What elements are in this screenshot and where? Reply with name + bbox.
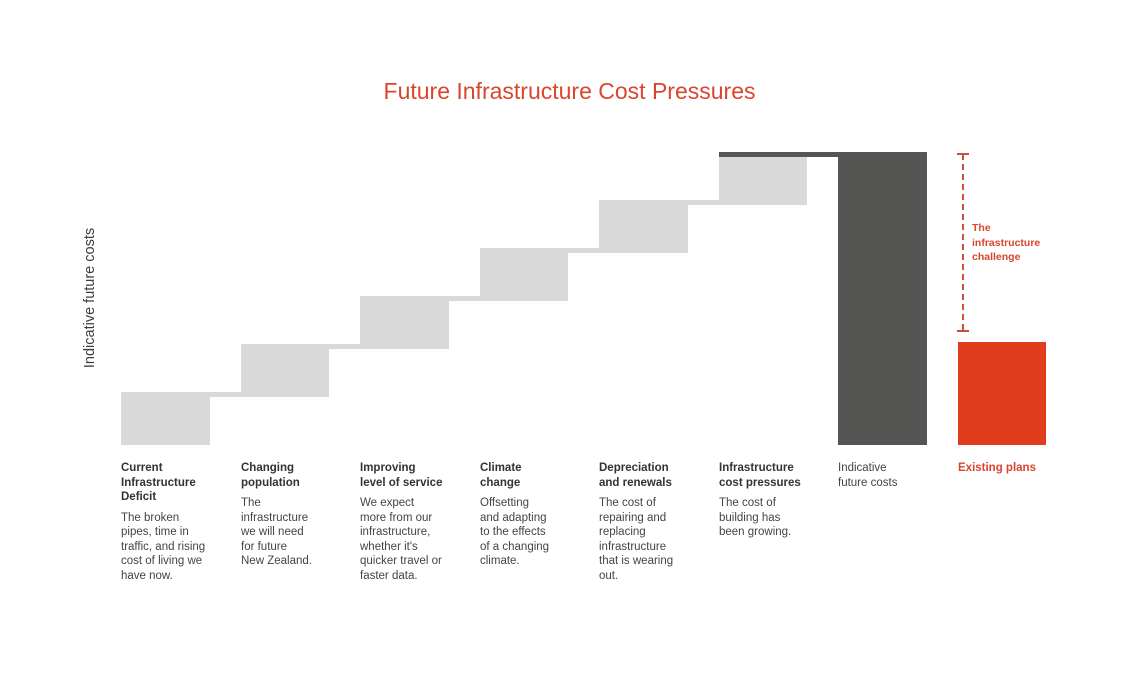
total-connector-line	[719, 152, 839, 157]
heading-line: level of service	[360, 476, 443, 489]
category-heading: Infrastructure cost pressures	[719, 461, 819, 490]
desc-line: of a changing	[480, 540, 550, 553]
chart-title: Future Infrastructure Cost Pressures	[383, 78, 756, 104]
challenge-line: challenge	[972, 251, 1021, 263]
connector-3	[449, 296, 480, 301]
desc-line: building has	[719, 511, 781, 524]
bar-cost-pressures	[719, 152, 807, 205]
desc-line: cost of living we	[121, 555, 203, 567]
category-description: Offsetting and adapting to the effects o…	[480, 496, 580, 569]
desc-line: climate.	[480, 555, 520, 567]
heading-line: Changing	[241, 462, 295, 474]
bar-current-deficit	[121, 392, 210, 445]
category-heading: Depreciation and renewals	[599, 461, 699, 490]
desc-line: infrastructure	[241, 511, 309, 524]
desc-line: infrastructure,	[360, 526, 431, 538]
desc-line: We expect	[360, 497, 415, 509]
category-heading: Existing plans	[958, 461, 1058, 476]
desc-line: New Zealand.	[241, 555, 312, 567]
heading-line: Infrastructure	[121, 476, 196, 489]
category-label-8: Existing plans	[958, 461, 1058, 476]
desc-line: that is wearing	[599, 555, 674, 567]
connector-1	[210, 392, 241, 397]
desc-line: The cost of	[719, 497, 776, 509]
bar-changing-population	[241, 344, 329, 397]
desc-line: we will need	[241, 526, 304, 538]
category-description: We expect more from our infrastructure, …	[360, 496, 460, 583]
challenge-annotation: The infrastructure challenge	[972, 221, 1040, 265]
heading-line: Climate	[480, 462, 522, 474]
challenge-line: infrastructure	[972, 236, 1041, 249]
desc-line: been growing.	[719, 526, 792, 538]
heading-line: Depreciation	[599, 462, 669, 474]
desc-line: whether it's	[360, 540, 418, 553]
challenge-bracket	[962, 154, 964, 330]
heading-line: population	[241, 476, 300, 489]
category-label-6: Infrastructure cost pressures The cost o…	[719, 461, 819, 540]
bar-existing-plans	[958, 342, 1046, 445]
category-description: The cost of repairing and replacing infr…	[599, 496, 699, 583]
desc-line: for future	[241, 540, 288, 553]
connector-5	[688, 200, 719, 205]
connector-4	[568, 248, 599, 253]
desc-line: faster data.	[360, 569, 418, 582]
desc-line: The cost of	[599, 497, 656, 509]
category-heading: Climate change	[480, 461, 580, 490]
desc-line: Offsetting	[480, 497, 530, 509]
y-axis-label: Indicative future costs	[82, 227, 98, 369]
bracket-bottom-cap	[957, 330, 969, 332]
category-label-2: Changing population The infrastructure w…	[241, 461, 341, 569]
challenge-line: The	[972, 222, 991, 234]
desc-line: pipes, time in	[121, 526, 189, 538]
heading-line: Deficit	[121, 491, 157, 503]
category-label-5: Depreciation and renewals The cost of re…	[599, 461, 699, 583]
category-description: The infrastructure we will need for futu…	[241, 496, 341, 569]
bar-level-of-service	[360, 296, 449, 349]
heading-line: Current	[121, 462, 163, 474]
heading-line: cost pressures	[719, 476, 801, 489]
desc-line: The	[241, 497, 261, 509]
heading-line: Improving	[360, 462, 416, 474]
desc-line: traffic, and rising	[121, 540, 206, 553]
bar-depreciation	[599, 200, 688, 253]
desc-line: repairing and	[599, 511, 667, 524]
category-heading: Improving level of service	[360, 461, 460, 490]
desc-line: have now.	[121, 569, 173, 582]
category-label-1: Current Infrastructure Deficit The broke…	[121, 461, 221, 583]
bar-climate-change	[480, 248, 568, 301]
category-description: The broken pipes, time in traffic, and r…	[121, 511, 221, 584]
desc-line: more from our	[360, 511, 433, 524]
category-heading: Changing population	[241, 461, 341, 490]
desc-line: quicker travel or	[360, 555, 442, 567]
category-description: The cost of building has been growing.	[719, 496, 819, 540]
desc-line: replacing	[599, 526, 646, 538]
category-heading: Current Infrastructure Deficit	[121, 461, 221, 505]
heading-line: Existing plans	[958, 462, 1036, 474]
connector-2	[329, 344, 360, 349]
heading-line: change	[480, 476, 521, 489]
desc-line: The broken	[121, 511, 180, 524]
category-heading: Indicative future costs	[838, 461, 938, 490]
desc-line: infrastructure	[599, 540, 667, 553]
desc-line: to the effects	[480, 526, 546, 538]
heading-line: Indicative	[838, 462, 887, 474]
desc-line: out.	[599, 569, 619, 582]
desc-line: and adapting	[480, 511, 547, 524]
heading-line: Infrastructure	[719, 462, 794, 474]
bar-indicative-future-costs	[838, 152, 927, 445]
category-label-7: Indicative future costs	[838, 461, 938, 490]
heading-line: future costs	[838, 476, 898, 489]
category-label-3: Improving level of service We expect mor…	[360, 461, 460, 583]
category-label-4: Climate change Offsetting and adapting t…	[480, 461, 580, 569]
heading-line: and renewals	[599, 476, 672, 489]
